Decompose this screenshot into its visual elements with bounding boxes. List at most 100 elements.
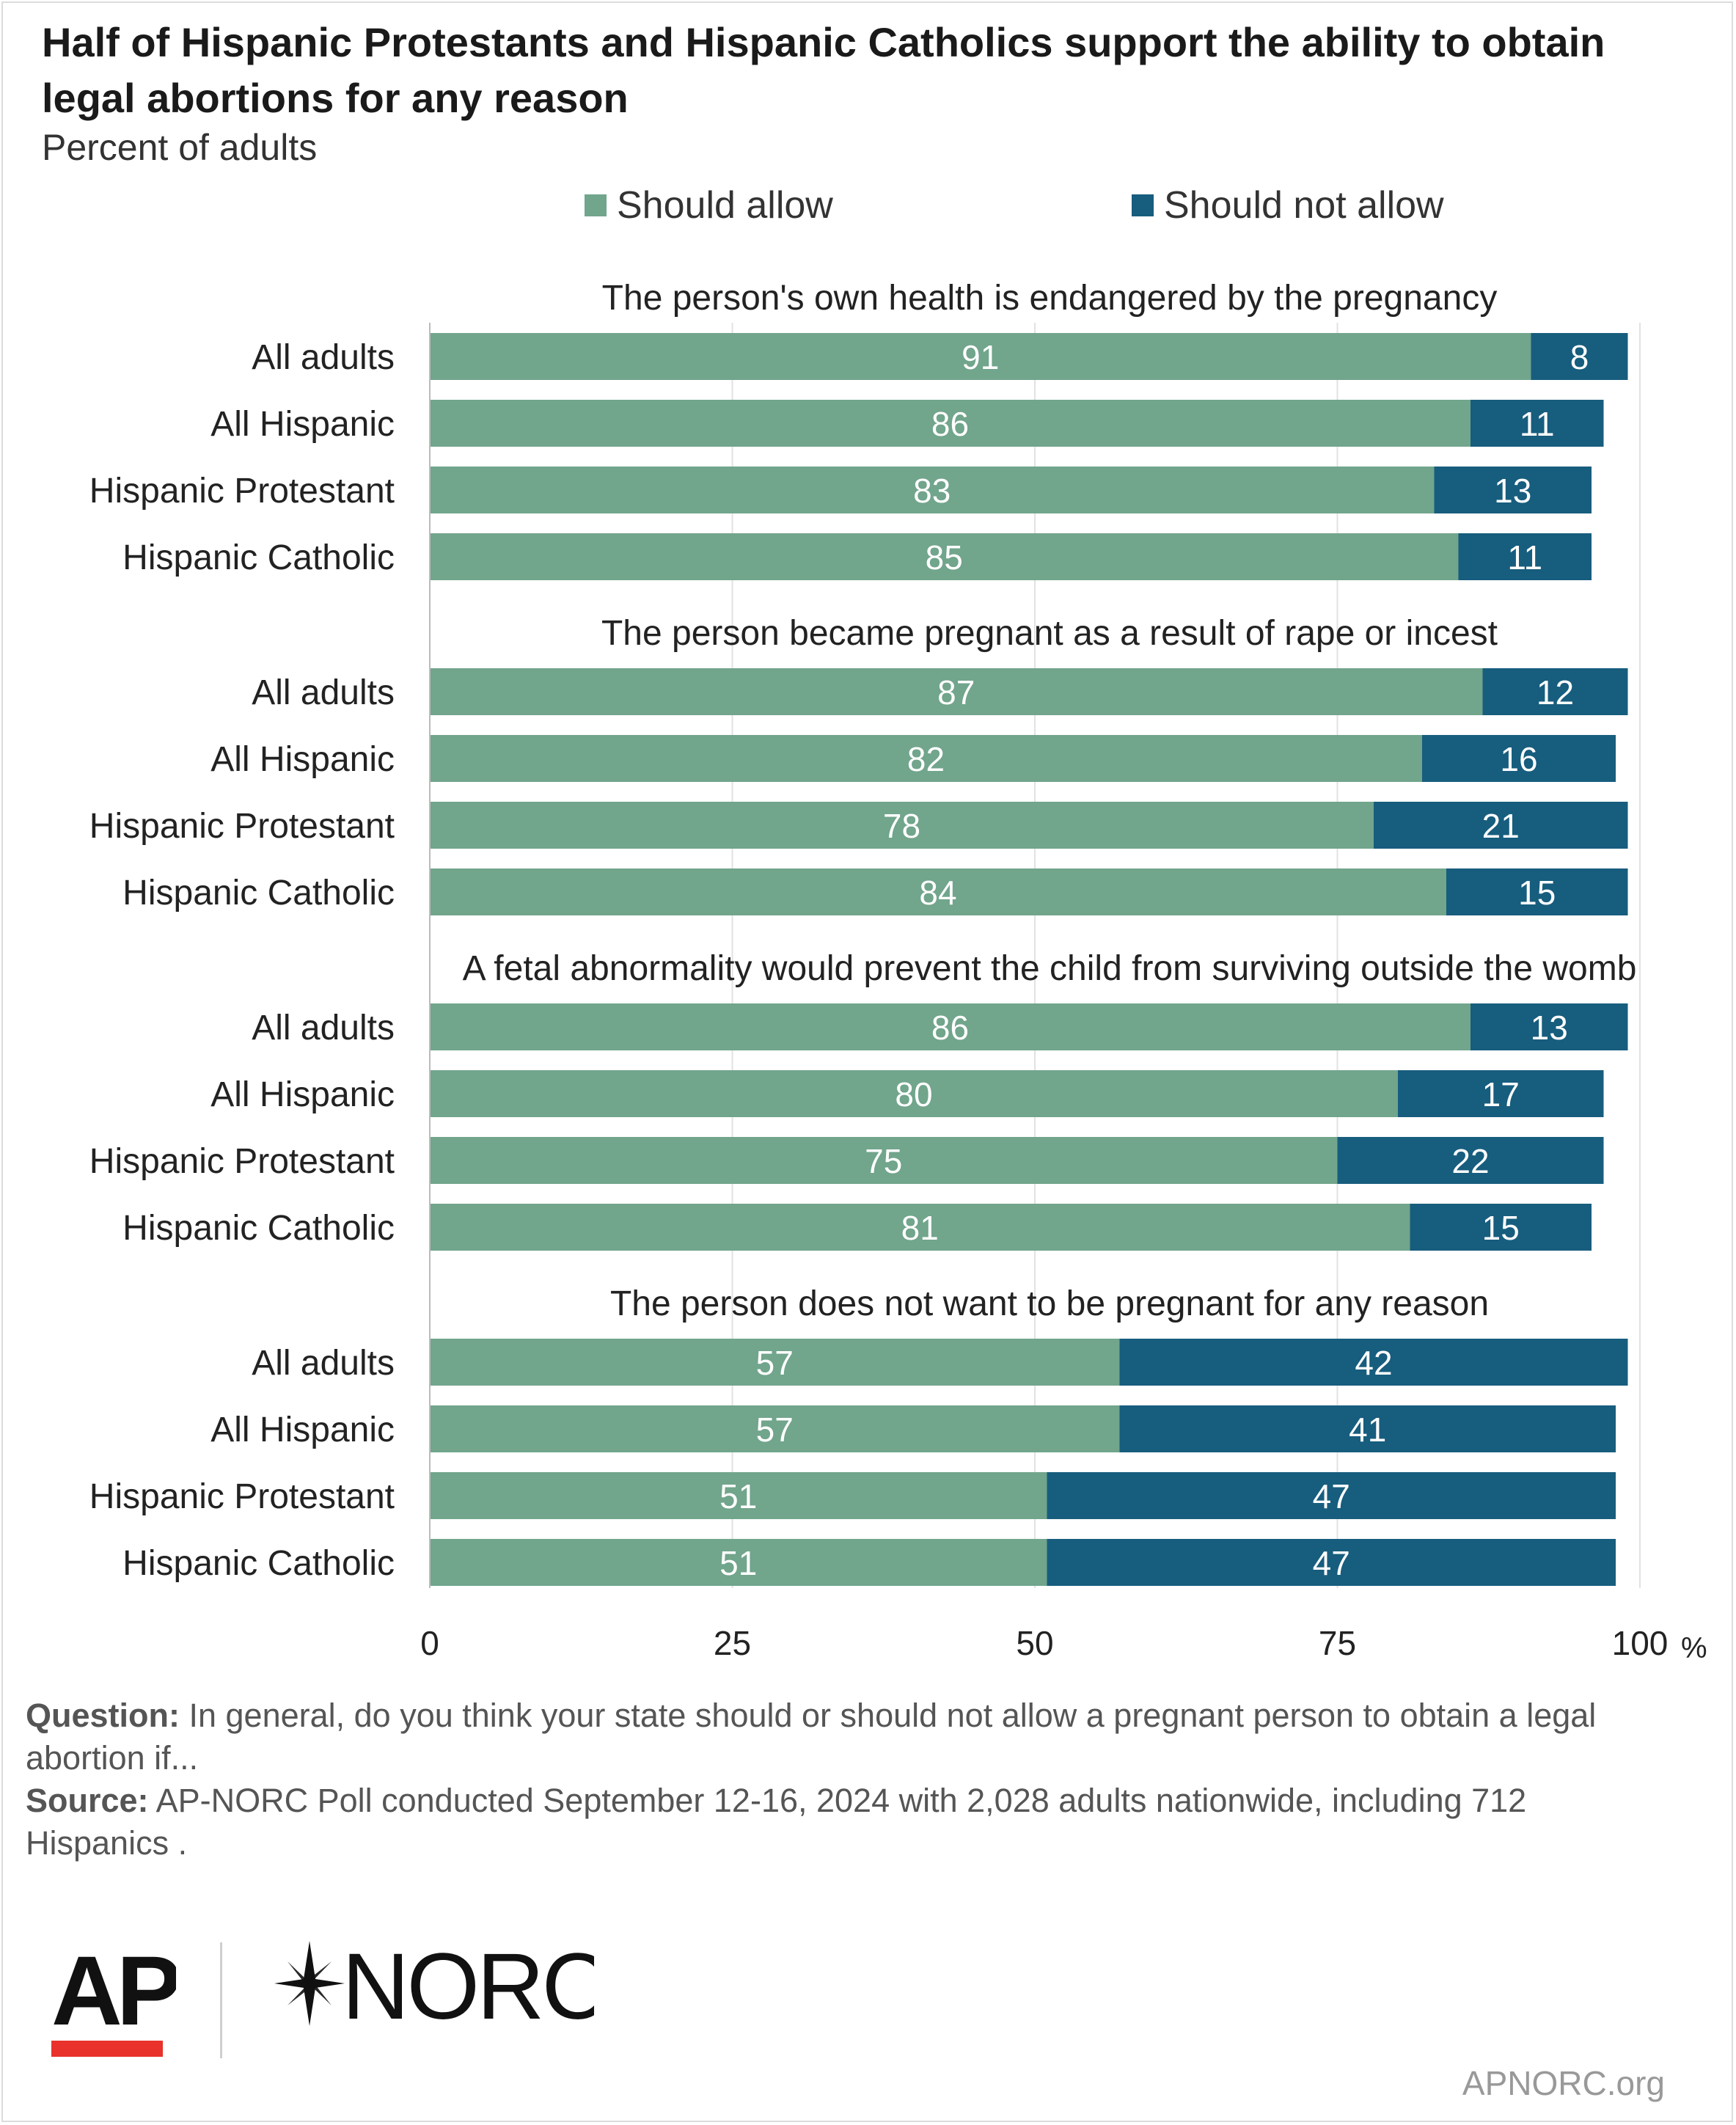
bar-should-allow xyxy=(430,1070,1398,1117)
data-label: 81 xyxy=(901,1209,939,1247)
bar-should-not-allow xyxy=(1434,467,1592,513)
data-label: 78 xyxy=(883,807,920,845)
category-label: All adults xyxy=(252,1344,395,1383)
bar-should-allow xyxy=(430,467,1435,513)
category-label: Hispanic Catholic xyxy=(122,1544,395,1583)
data-label: 16 xyxy=(1500,740,1537,778)
bar-should-not-allow xyxy=(1471,1003,1628,1050)
bar-should-allow xyxy=(430,802,1374,849)
data-label: 86 xyxy=(931,1009,969,1047)
data-label: 91 xyxy=(962,338,999,376)
data-label: 57 xyxy=(756,1344,794,1382)
legend-label-should-not-allow: Should not allow xyxy=(1164,184,1444,227)
bar-should-allow xyxy=(430,533,1459,580)
site-url: APNORC.org xyxy=(1462,2064,1665,2102)
ap-logo-bar xyxy=(51,2041,163,2057)
category-label: All Hispanic xyxy=(210,405,395,444)
data-label: 47 xyxy=(1313,1477,1350,1515)
data-label: 11 xyxy=(1520,405,1555,443)
legend-item-should-allow: Should allow xyxy=(585,182,833,229)
category-label: Hispanic Protestant xyxy=(89,472,395,511)
bar-should-not-allow xyxy=(1119,1339,1628,1386)
bar-should-allow xyxy=(430,1137,1338,1184)
source-text: AP-NORC Poll conducted September 12-16, … xyxy=(26,1782,1527,1862)
data-label: 12 xyxy=(1537,673,1574,712)
question-note: Question: In general, do you think your … xyxy=(26,1694,1676,1780)
category-label: All Hispanic xyxy=(210,1411,395,1449)
bar-should-not-allow xyxy=(1422,735,1616,782)
data-label: 87 xyxy=(937,673,975,712)
bar-should-not-allow xyxy=(1446,868,1628,915)
bar-should-allow xyxy=(430,1204,1410,1251)
category-label: All Hispanic xyxy=(210,740,395,779)
category-label: All Hispanic xyxy=(210,1075,395,1114)
x-tick-label: 25 xyxy=(714,1624,751,1662)
bar-should-not-allow xyxy=(1374,802,1628,849)
data-label: 75 xyxy=(865,1142,902,1180)
category-label: Hispanic Protestant xyxy=(89,1477,395,1516)
bar-should-allow xyxy=(430,1472,1047,1519)
data-label: 41 xyxy=(1349,1411,1386,1449)
norc-logo-text: NORC xyxy=(342,1936,594,2032)
bar-should-not-allow xyxy=(1337,1137,1604,1184)
data-label: 80 xyxy=(895,1075,932,1113)
data-label: 21 xyxy=(1482,807,1520,845)
bar-should-not-allow xyxy=(1482,668,1628,715)
legend-label-should-allow: Should allow xyxy=(617,184,833,227)
data-label: 22 xyxy=(1451,1142,1489,1180)
norc-star-icon xyxy=(274,1941,345,2026)
data-label: 15 xyxy=(1482,1209,1520,1247)
chart-title: Half of Hispanic Protestants and Hispani… xyxy=(42,19,1605,121)
data-label: 8 xyxy=(1570,338,1589,376)
logo-divider xyxy=(220,1942,222,2058)
bar-should-allow xyxy=(430,400,1471,447)
x-tick-label: 0 xyxy=(420,1624,439,1662)
norc-logo: NORC xyxy=(274,1936,594,2032)
data-label: 17 xyxy=(1482,1075,1520,1113)
category-label: All adults xyxy=(252,1009,395,1047)
source-label: Source: xyxy=(26,1782,149,1819)
legend-swatch-should-not-allow xyxy=(1132,194,1154,216)
bar-chart: The person's own health is endangered by… xyxy=(89,279,1707,1664)
data-label: 83 xyxy=(913,472,951,510)
data-label: 57 xyxy=(756,1411,794,1449)
category-label: Hispanic Protestant xyxy=(89,807,395,846)
group-title: The person's own health is endangered by… xyxy=(602,279,1498,318)
data-label: 51 xyxy=(719,1544,757,1582)
x-tick-label: 50 xyxy=(1016,1624,1053,1662)
bar-should-allow xyxy=(430,735,1422,782)
x-tick-label: 100 xyxy=(1612,1624,1669,1662)
bar-should-not-allow xyxy=(1047,1539,1616,1586)
data-label: 15 xyxy=(1518,874,1556,912)
data-label: 47 xyxy=(1313,1544,1350,1582)
data-label: 42 xyxy=(1355,1344,1392,1382)
question-label: Question: xyxy=(26,1697,180,1734)
data-label: 85 xyxy=(926,538,963,577)
category-label: Hispanic Catholic xyxy=(122,538,395,577)
bar-should-not-allow xyxy=(1531,333,1628,380)
bar-should-allow xyxy=(430,868,1446,915)
data-label: 84 xyxy=(919,874,956,912)
x-unit-label: % xyxy=(1681,1632,1707,1664)
question-text: In general, do you think your state shou… xyxy=(26,1697,1597,1777)
data-label: 13 xyxy=(1531,1009,1568,1047)
category-label: Hispanic Catholic xyxy=(122,874,395,912)
category-label: All adults xyxy=(252,338,395,377)
data-label: 11 xyxy=(1507,538,1542,577)
x-tick-label: 75 xyxy=(1319,1624,1356,1662)
chart-notes: Question: In general, do you think your … xyxy=(26,1694,1676,1865)
bar-should-not-allow xyxy=(1410,1204,1592,1251)
bar-should-not-allow xyxy=(1047,1472,1616,1519)
data-label: 86 xyxy=(931,405,969,443)
data-label: 51 xyxy=(719,1477,757,1515)
group-title: The person does not want to be pregnant … xyxy=(610,1284,1489,1323)
bar-should-not-allow xyxy=(1398,1070,1604,1117)
legend-item-should-not-allow: Should not allow xyxy=(1132,182,1444,229)
bar-should-allow xyxy=(430,1539,1047,1586)
bar-should-not-allow xyxy=(1471,400,1604,447)
bar-should-allow xyxy=(430,668,1483,715)
bar-should-allow xyxy=(430,1339,1120,1386)
category-label: Hispanic Catholic xyxy=(122,1209,395,1248)
legend-swatch-should-allow xyxy=(585,194,607,216)
